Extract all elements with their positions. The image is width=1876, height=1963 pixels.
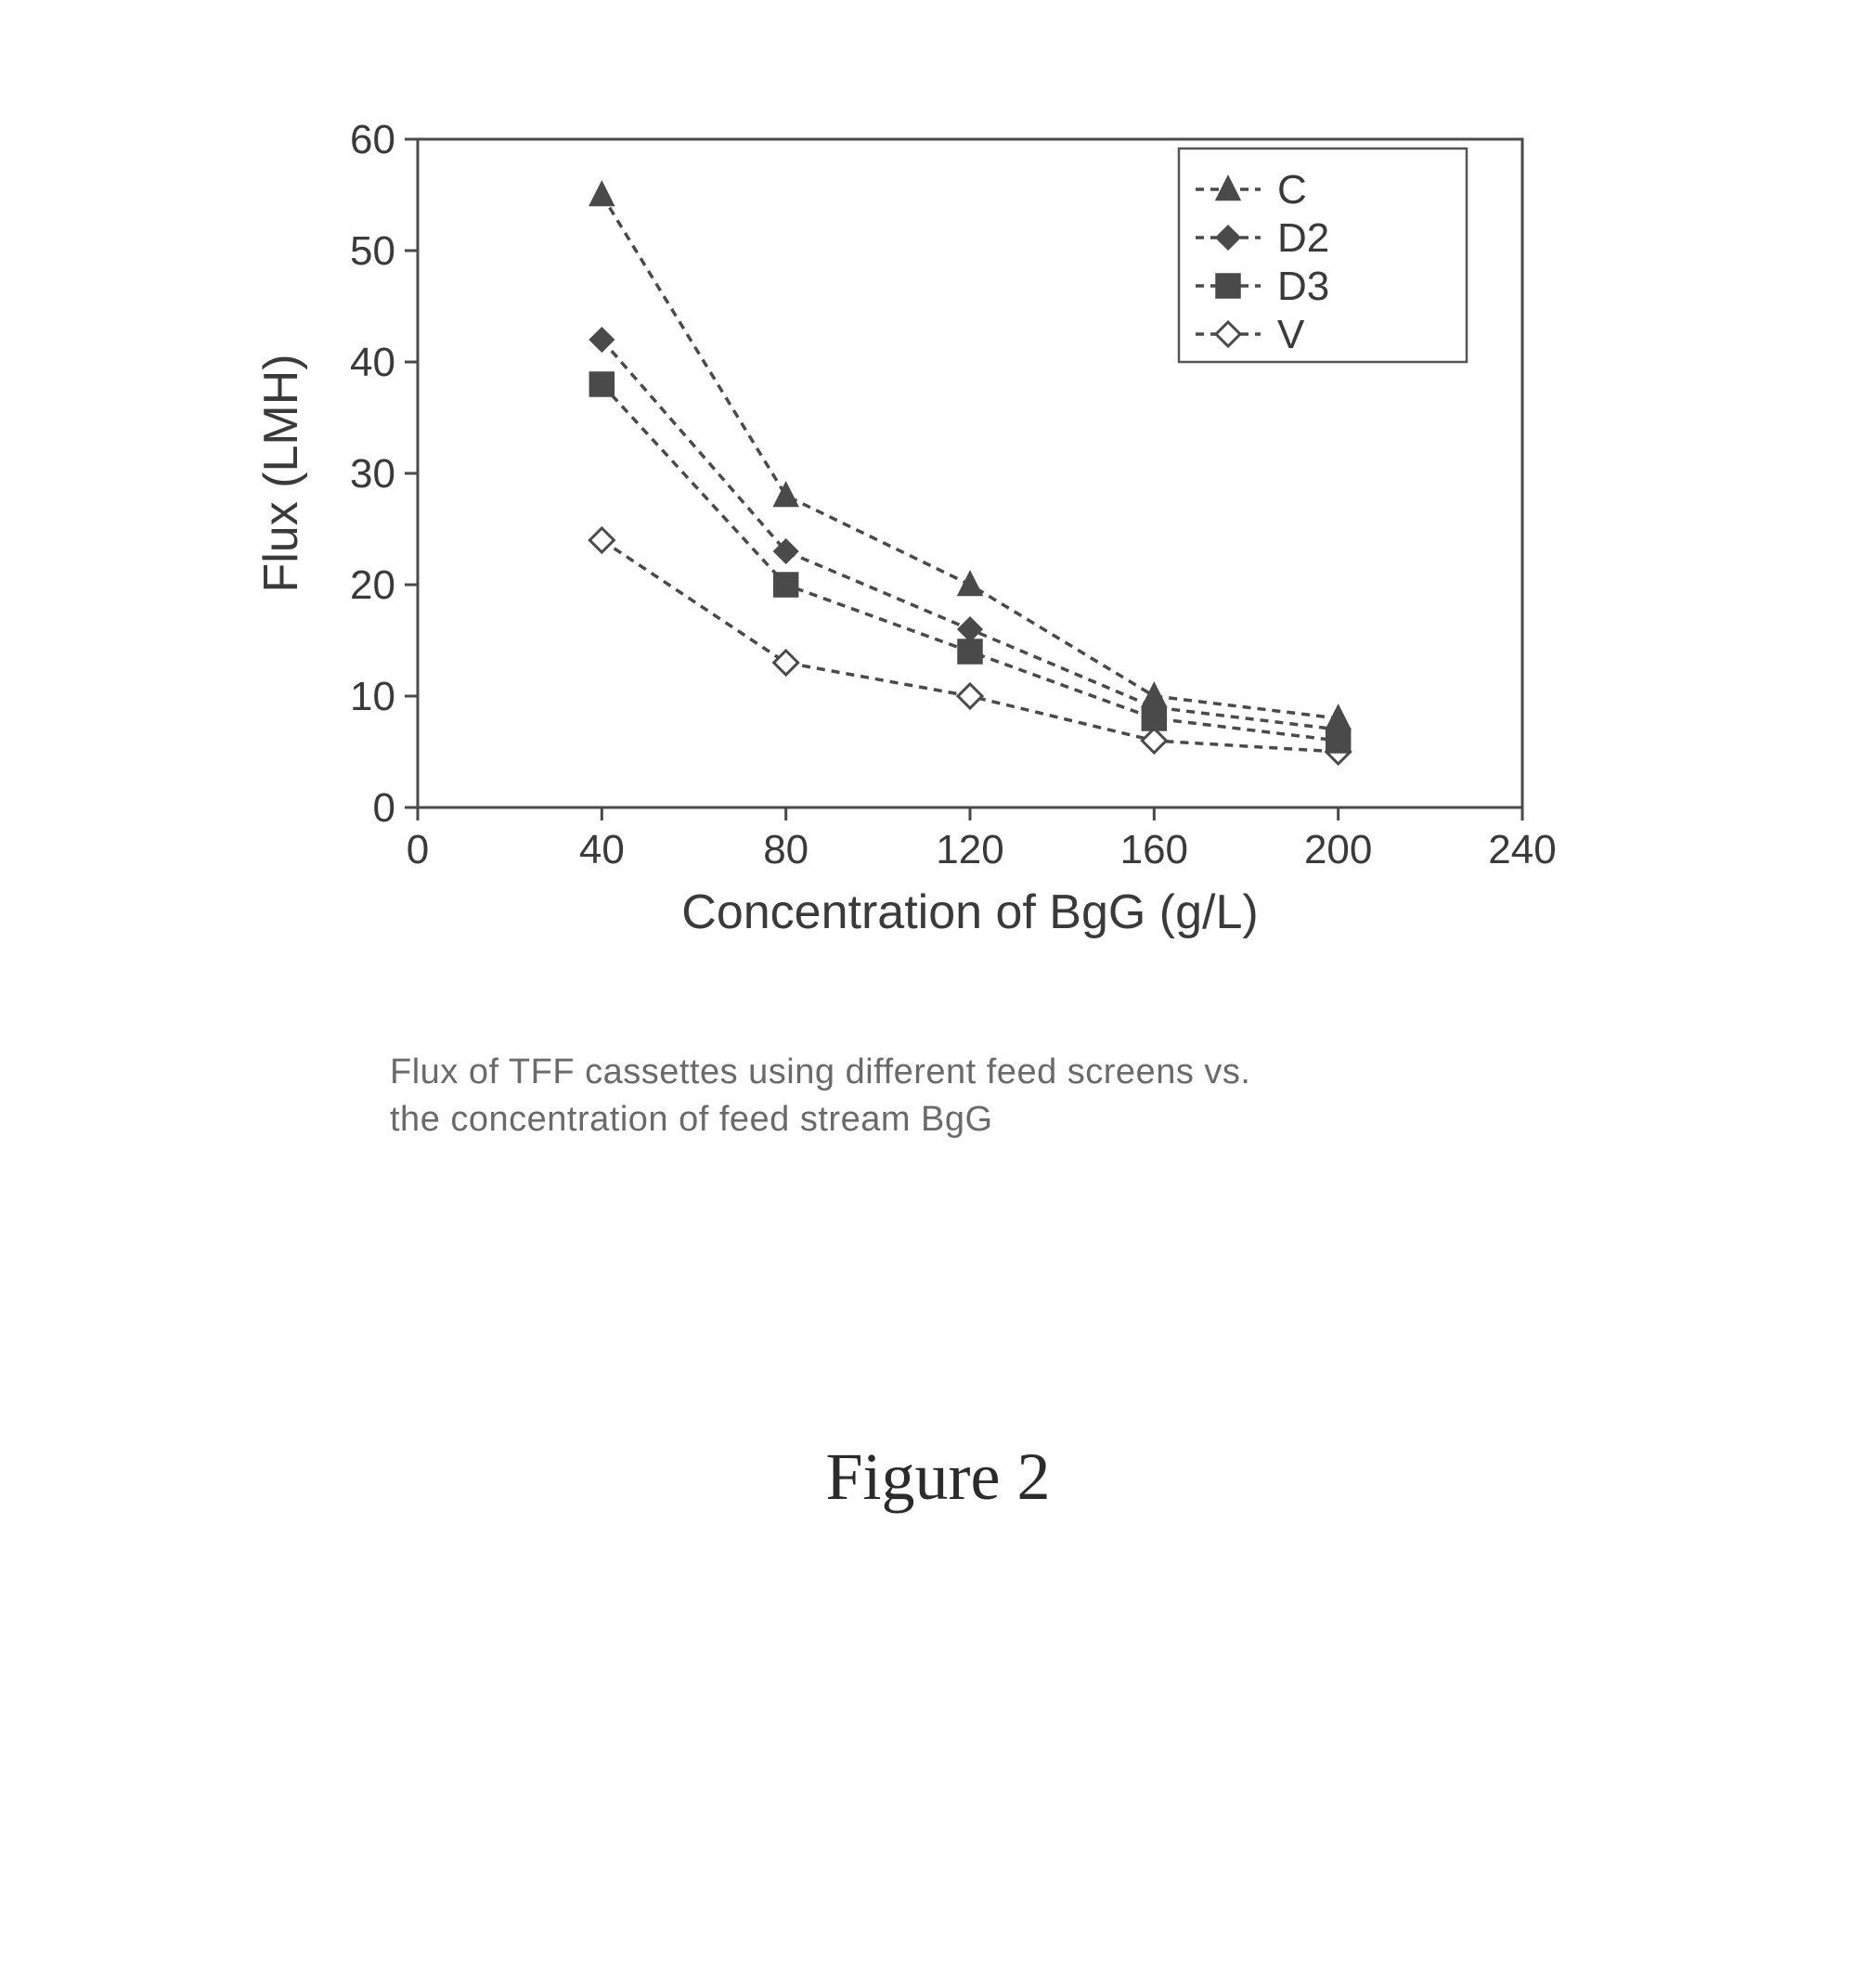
x-axis-title: Concentration of BgG (g/L) <box>681 885 1258 939</box>
x-tick-label: 200 <box>1304 827 1372 872</box>
y-tick-label: 40 <box>350 340 395 385</box>
page: 0 40 80 120 160 200 240 0 10 20 30 40 50 60 Concentrat… <box>0 0 1876 1963</box>
x-tick-label: 80 <box>763 827 809 872</box>
series-marker-c <box>1142 683 1166 707</box>
legend-label: V <box>1277 312 1305 357</box>
series-marker-d3 <box>774 573 798 597</box>
y-tick-label: 10 <box>350 674 395 719</box>
series-marker-d3 <box>589 372 614 396</box>
series-line-d2 <box>602 340 1338 730</box>
y-tick-label: 50 <box>350 228 395 274</box>
series-marker-v <box>774 651 798 675</box>
x-tick-label: 160 <box>1120 827 1188 872</box>
y-tick-label: 60 <box>350 121 395 162</box>
series-marker-d2 <box>958 617 982 641</box>
series-marker-c <box>774 483 798 507</box>
caption-line-2: the concentration of feed stream BgG <box>390 1100 993 1139</box>
series-marker-d3 <box>958 639 982 664</box>
x-tick-label: 0 <box>407 827 429 872</box>
legend-label: D2 <box>1277 215 1329 261</box>
legend-label: D3 <box>1277 264 1329 309</box>
x-tick-label: 120 <box>936 827 1003 872</box>
series-marker-v <box>958 684 982 708</box>
x-tick-label: 40 <box>579 827 625 872</box>
y-tick-label: 20 <box>350 562 395 608</box>
series-marker-c <box>589 182 614 206</box>
legend-swatch-marker <box>1216 274 1240 298</box>
x-tick-label: 240 <box>1488 827 1556 872</box>
chart-svg: 0 40 80 120 160 200 240 0 10 20 30 40 50 60 Concentrat… <box>241 121 1634 1012</box>
flux-chart: 0 40 80 120 160 200 240 0 10 20 30 40 50 60 Concentrat… <box>241 121 1634 1012</box>
series-marker-d2 <box>589 328 614 352</box>
legend-label: C <box>1277 167 1307 213</box>
series-marker-v <box>589 528 614 552</box>
y-axis-title: Flux (LMH) <box>254 354 308 592</box>
figure-label: Figure 2 <box>0 1439 1876 1516</box>
series-marker-v <box>1142 729 1166 753</box>
series-marker-c <box>958 572 982 596</box>
caption-line-1: Flux of TFF cassettes using different fe… <box>390 1053 1250 1091</box>
y-tick-label: 30 <box>350 451 395 497</box>
y-tick-label: 0 <box>373 785 395 831</box>
series-marker-c <box>1326 705 1351 730</box>
chart-caption: Flux of TFF cassettes using different fe… <box>390 1049 1457 1144</box>
